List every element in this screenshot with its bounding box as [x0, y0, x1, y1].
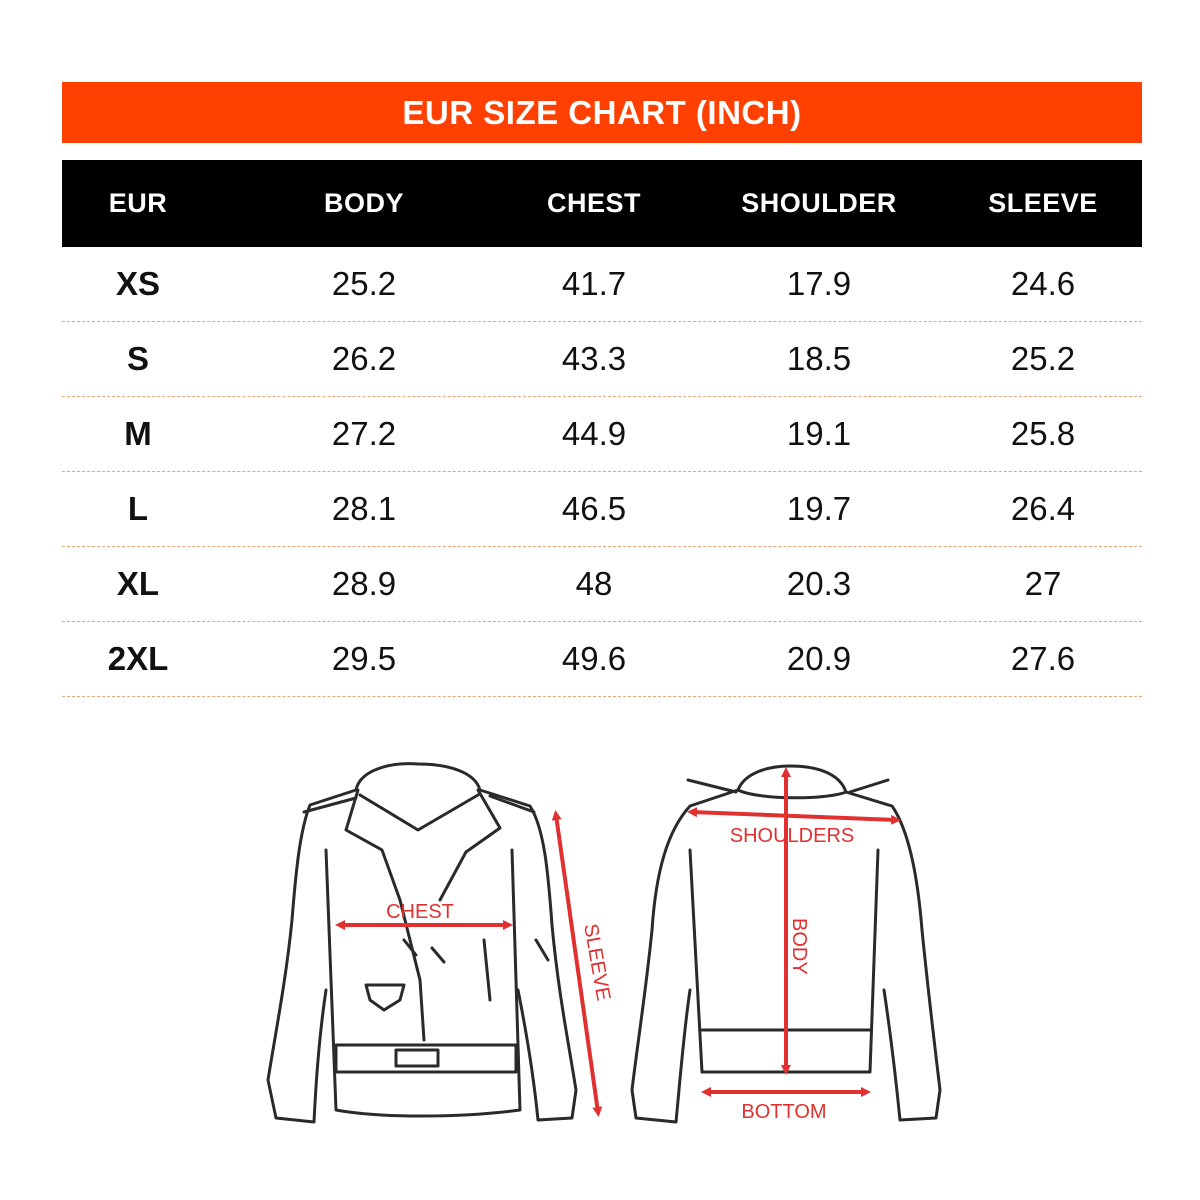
header-body: BODY: [323, 188, 404, 218]
size-cell: 2XL: [107, 640, 169, 677]
size-cell: M: [124, 415, 152, 452]
shoulder-cell: 20.9: [786, 640, 852, 677]
size-cell: XS: [115, 265, 161, 302]
sleeve-cell: 26.4: [1010, 490, 1076, 527]
table-row: XL 28.9 48 20.3 27: [62, 547, 1142, 622]
header-shoulder: SHOULDER: [741, 188, 897, 218]
shoulder-cell: 19.1: [786, 415, 852, 452]
sleeve-label: SLEEVE: [579, 922, 614, 1002]
chest-cell: 49.6: [561, 640, 627, 677]
sleeve-cell: 25.8: [1010, 415, 1076, 452]
table-row: XS 25.2 41.7 17.9 24.6: [62, 247, 1142, 322]
sleeve-cell: 24.6: [1010, 265, 1076, 302]
size-cell: L: [127, 490, 149, 527]
body-cell: 26.2: [331, 340, 397, 377]
chest-cell: 44.9: [561, 415, 627, 452]
table-row: S 26.2 43.3 18.5 25.2: [62, 322, 1142, 397]
body-cell: 27.2: [331, 415, 397, 452]
shoulder-cell: 18.5: [786, 340, 852, 377]
header-chest: CHEST: [546, 188, 641, 218]
body-cell: 28.1: [331, 490, 397, 527]
chest-label: CHEST: [386, 901, 454, 923]
sleeve-cell: 25.2: [1010, 340, 1076, 377]
table-row: M 27.2 44.9 19.1 25.8: [62, 397, 1142, 472]
shoulder-cell: 17.9: [786, 265, 852, 302]
table-header-row: EUR BODY CHEST SHOULDER SLEEVE: [62, 160, 1142, 247]
measurement-arrows: [335, 767, 901, 1117]
body-label: BODY: [788, 918, 810, 975]
shoulders-label: SHOULDERS: [730, 825, 854, 847]
shoulders-arrow: [687, 807, 901, 825]
front-jacket-drawing: [266, 762, 578, 1124]
chart-title: EUR SIZE CHART (INCH): [402, 93, 802, 131]
body-cell: 29.5: [331, 640, 397, 677]
table-row: 2XL 29.5 49.6 20.9 27.6: [62, 622, 1142, 697]
chest-cell: 46.5: [561, 490, 627, 527]
body-cell: 25.2: [331, 265, 397, 302]
shoulder-cell: 19.7: [786, 490, 852, 527]
bottom-label: BOTTOM: [741, 1101, 826, 1123]
chart-title-banner: EUR SIZE CHART (INCH): [62, 82, 1142, 143]
header-sleeve: SLEEVE: [988, 188, 1098, 218]
body-cell: 28.9: [331, 565, 397, 602]
size-cell: S: [126, 340, 149, 377]
chest-cell: 43.3: [561, 340, 627, 377]
size-table: EUR BODY CHEST SHOULDER SLEEVE XS 25.2 4…: [62, 160, 1142, 697]
sleeve-cell: 27: [1024, 565, 1062, 602]
jacket-measurement-diagram: CHEST SLEEVE SHOULDERS BODY BOTTOM: [0, 720, 1200, 1160]
table-row: L 28.1 46.5 19.7 26.4: [62, 472, 1142, 547]
shoulder-cell: 20.3: [786, 565, 852, 602]
chest-cell: 48: [575, 565, 613, 602]
chest-cell: 41.7: [561, 265, 627, 302]
size-cell: XL: [116, 565, 160, 602]
header-eur: EUR: [108, 188, 168, 218]
sleeve-arrow: [551, 810, 603, 1117]
sleeve-cell: 27.6: [1010, 640, 1076, 677]
